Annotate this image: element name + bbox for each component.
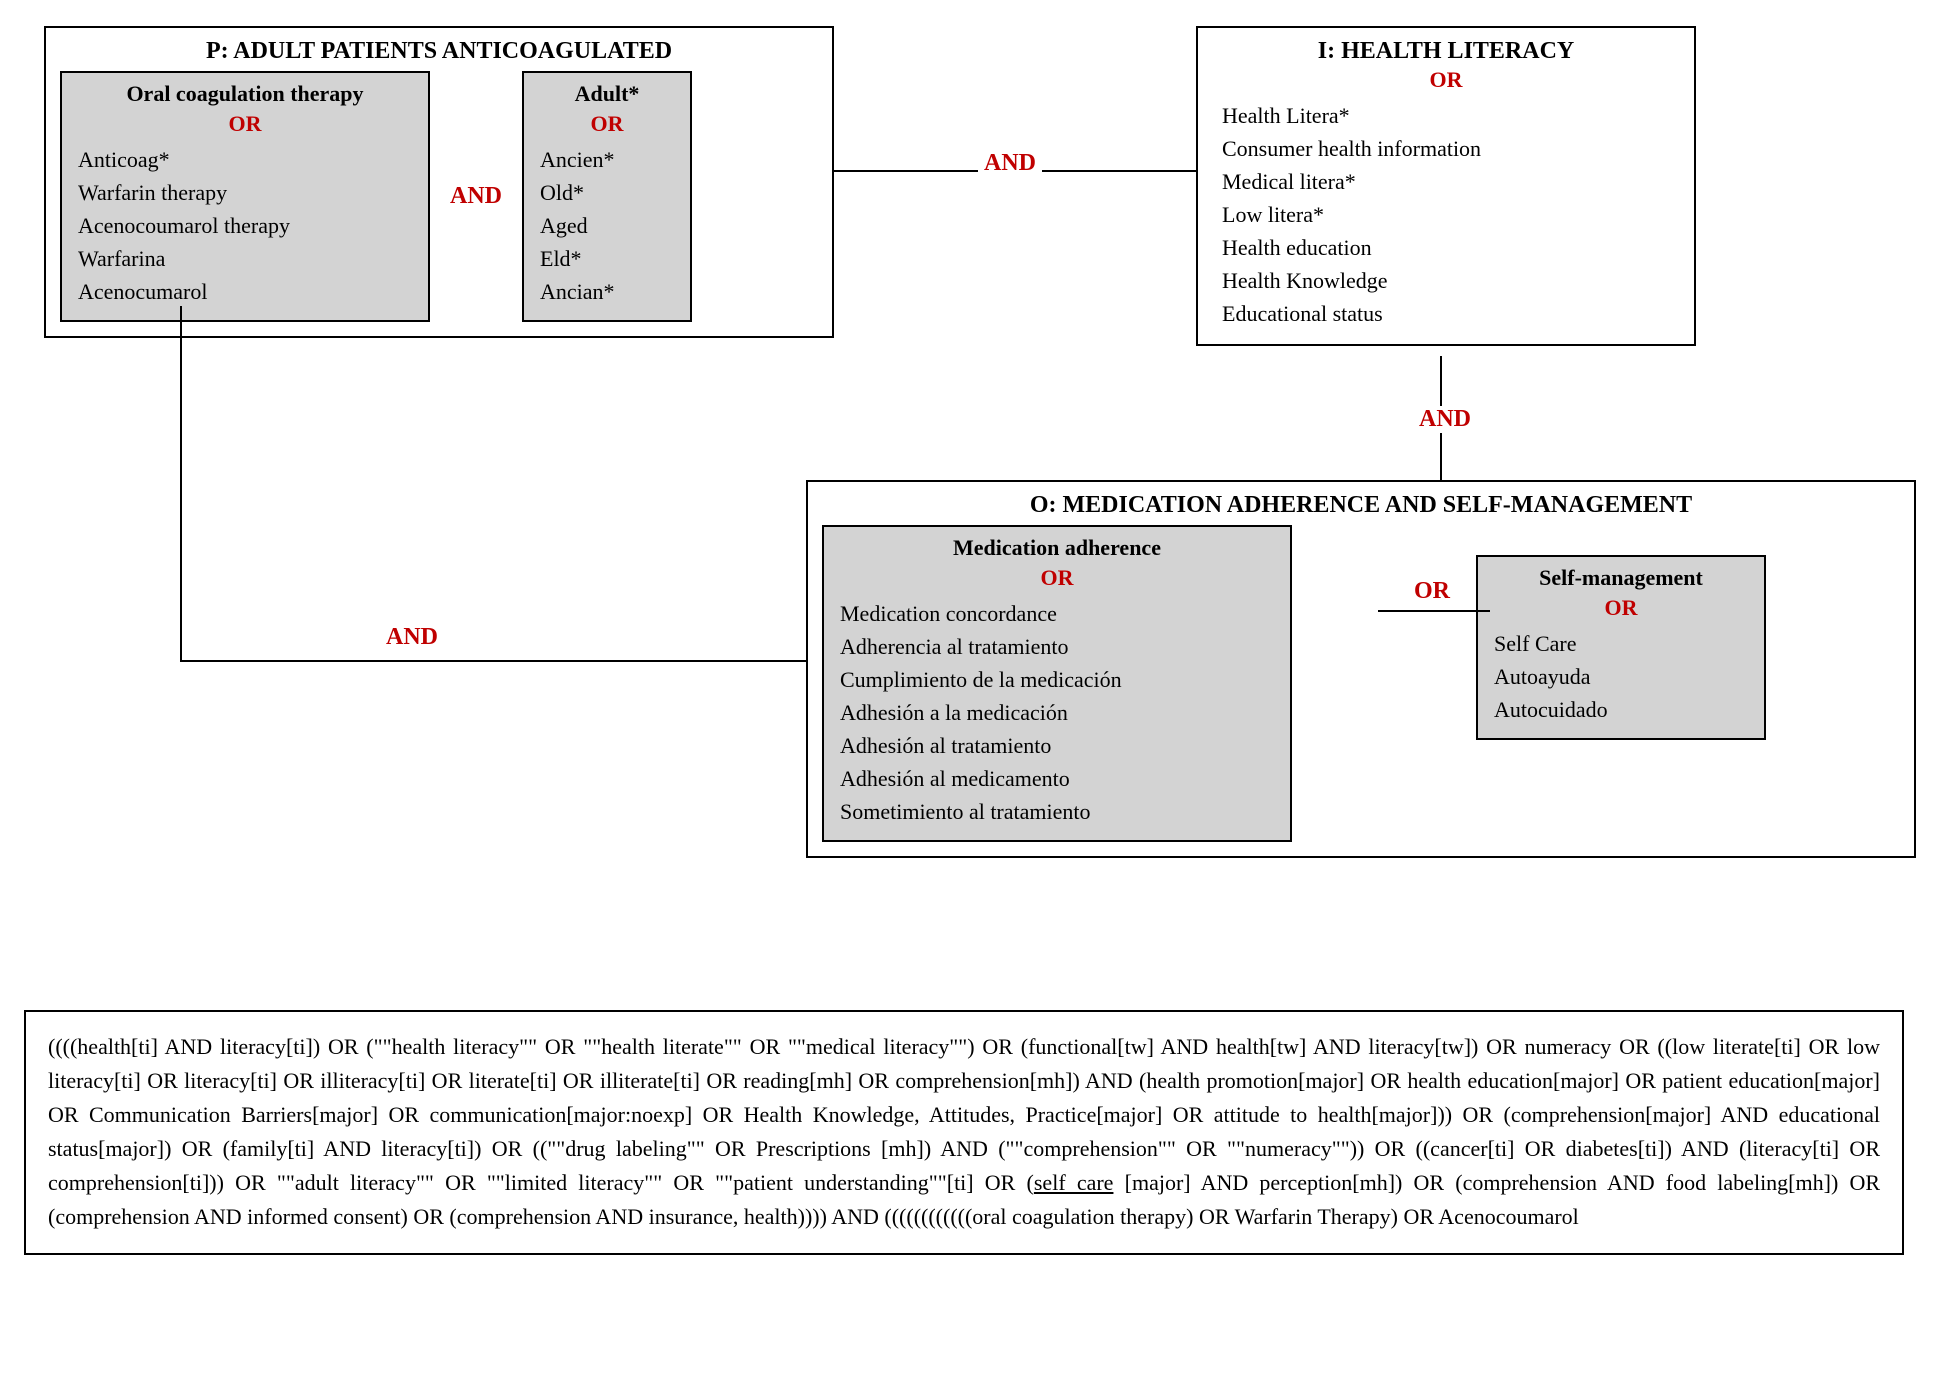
box-p-patients: P: ADULT PATIENTS ANTICOAGULATED Oral co… xyxy=(44,26,834,338)
connector-line xyxy=(1378,610,1490,612)
or-label: OR xyxy=(1494,595,1748,621)
term-list: Self CareAutoayudaAutocuidado xyxy=(1494,627,1748,726)
inner-title: Medication adherence xyxy=(840,535,1274,561)
search-strategy-diagram: P: ADULT PATIENTS ANTICOAGULATED Oral co… xyxy=(20,20,1926,1020)
box-i-health-literacy: I: HEALTH LITERACY OR Health Litera*Cons… xyxy=(1196,26,1696,346)
inner-title: Oral coagulation therapy xyxy=(78,81,412,107)
and-operator: AND xyxy=(450,183,502,210)
box-i-title: I: HEALTH LITERACY xyxy=(1212,38,1680,65)
box-o-adherence: O: MEDICATION ADHERENCE AND SELF-MANAGEM… xyxy=(806,480,1916,858)
search-query-text: ((((health[ti] AND literacy[ti]) OR (""h… xyxy=(24,1010,1904,1255)
box-o-inner-adherence: Medication adherence OR Medication conco… xyxy=(822,525,1292,842)
or-operator: OR xyxy=(1410,578,1454,605)
and-operator: AND xyxy=(380,624,444,651)
box-p-inner-therapy: Oral coagulation therapy OR Anticoag*War… xyxy=(60,71,430,322)
or-label: OR xyxy=(1212,67,1680,93)
query-selfcare: self care xyxy=(1034,1170,1114,1195)
inner-title: Self-management xyxy=(1494,565,1748,591)
or-label: OR xyxy=(78,111,412,137)
term-list: Health Litera*Consumer health informatio… xyxy=(1212,99,1680,330)
inner-title: Adult* xyxy=(540,81,674,107)
box-p-title: P: ADULT PATIENTS ANTICOAGULATED xyxy=(60,38,818,65)
box-o-title: O: MEDICATION ADHERENCE AND SELF-MANAGEM… xyxy=(822,492,1900,519)
term-list: Ancien*Old*AgedEld*Ancian* xyxy=(540,143,674,308)
connector-line xyxy=(180,306,182,660)
or-label: OR xyxy=(540,111,674,137)
term-list: Medication concordanceAdherencia al trat… xyxy=(840,597,1274,828)
box-p-inner-adult: Adult* OR Ancien*Old*AgedEld*Ancian* xyxy=(522,71,692,322)
connector-line xyxy=(180,660,806,662)
box-o-inner-selfmgmt: Self-management OR Self CareAutoayudaAut… xyxy=(1476,555,1766,740)
term-list: Anticoag*Warfarin therapyAcenocoumarol t… xyxy=(78,143,412,308)
and-operator: AND xyxy=(978,150,1042,177)
or-label: OR xyxy=(840,565,1274,591)
and-operator: AND xyxy=(1415,406,1475,433)
